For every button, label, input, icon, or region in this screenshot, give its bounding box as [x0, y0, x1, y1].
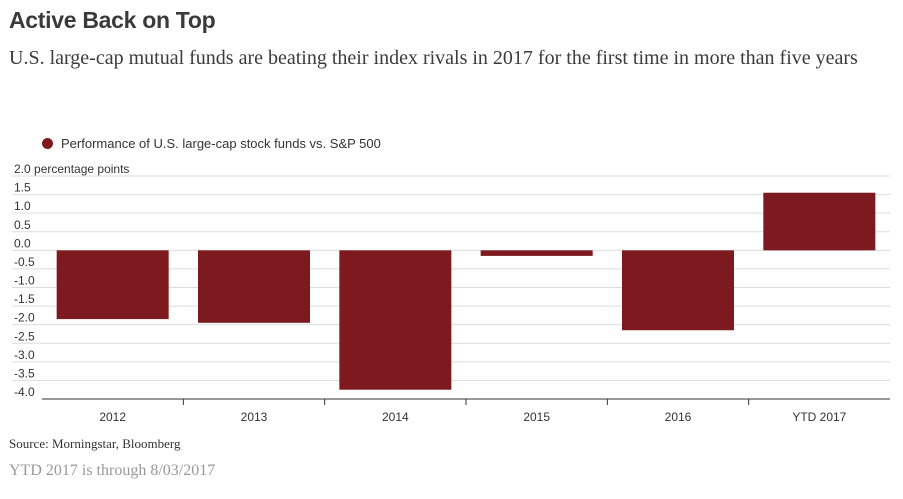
- bar: [480, 250, 593, 256]
- y-tick-label: 1.0: [14, 199, 31, 213]
- bar: [339, 250, 452, 390]
- bar: [56, 250, 169, 320]
- x-tick-label: 2014: [382, 410, 409, 424]
- chart-subtitle: U.S. large-cap mutual funds are beating …: [9, 47, 858, 69]
- y-tick-label: 2.0 percentage points: [14, 162, 129, 176]
- y-tick-label: -2.5: [14, 329, 35, 343]
- source-note: Source: Morningstar, Bloomberg: [9, 436, 181, 451]
- footnote: YTD 2017 is through 8/03/2017: [9, 462, 216, 479]
- x-tick-label: 2016: [665, 410, 692, 424]
- x-tick-label: YTD 2017: [792, 410, 846, 424]
- y-tick-label: -1.5: [14, 292, 35, 306]
- y-tick-label: -3.5: [14, 366, 35, 380]
- y-tick-label: -0.5: [14, 255, 35, 269]
- chart-title: Active Back on Top: [9, 7, 216, 33]
- bar: [198, 250, 310, 323]
- bar-chart: 2.0 percentage points 1.5 1.0 0.5 0.0 -0.5 -1.…: [12, 162, 890, 424]
- y-tick-label: -2.0: [14, 311, 35, 325]
- y-tick-label: 1.5: [14, 181, 31, 195]
- y-tick-label: 0.0: [14, 236, 31, 250]
- x-tick-label: 2012: [99, 410, 126, 424]
- bar: [622, 250, 734, 331]
- y-tick-label: -4.0: [14, 385, 35, 399]
- y-tick-label: 0.5: [14, 218, 31, 232]
- y-tick-label: -1.0: [14, 274, 35, 288]
- x-tick-label: 2013: [241, 410, 268, 424]
- x-tick-label: 2015: [523, 410, 550, 424]
- legend-swatch: [42, 138, 53, 149]
- y-tick-label: -3.0: [14, 348, 35, 362]
- legend: Performance of U.S. large-cap stock fund…: [42, 136, 381, 151]
- bar: [763, 192, 876, 251]
- legend-label: Performance of U.S. large-cap stock fund…: [61, 136, 381, 151]
